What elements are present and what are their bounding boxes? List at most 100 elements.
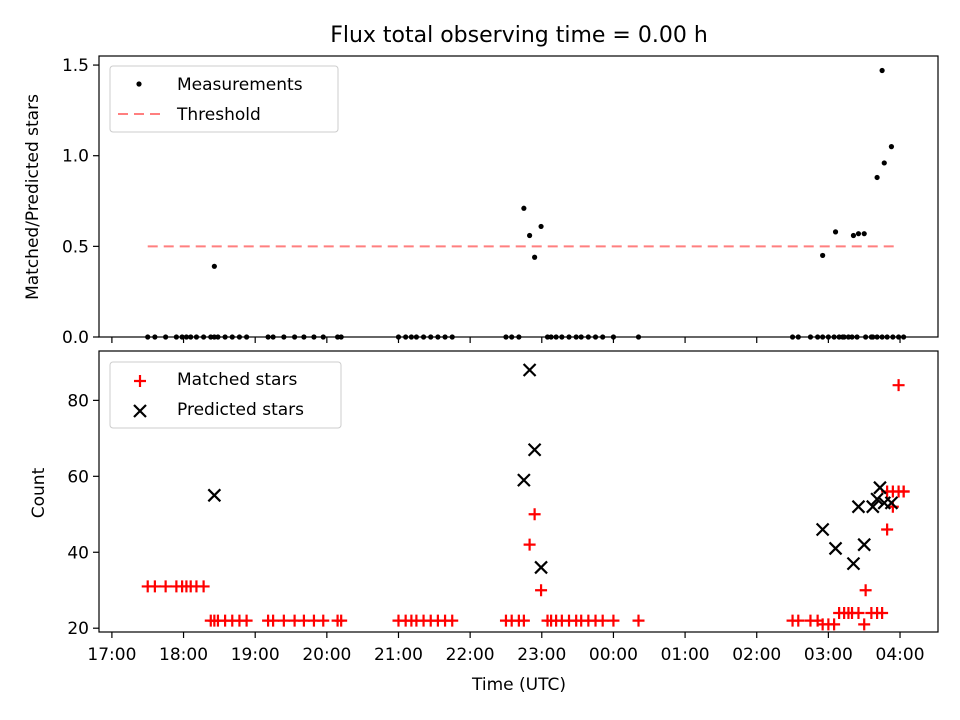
measurement-point (890, 334, 896, 340)
predicted-star-point (851, 499, 866, 514)
matched-star-point (897, 485, 910, 498)
predicted-star-point (846, 556, 861, 571)
measurement-point (832, 229, 839, 235)
measurement-point (211, 334, 217, 340)
matched-star-point (297, 614, 310, 627)
measurement-point (163, 334, 169, 340)
matched-star-point (528, 508, 541, 521)
measurement-point (435, 334, 441, 340)
x-tick-label: 01:00 (661, 645, 710, 665)
measurement-point (152, 334, 158, 340)
legend-label-matched: Matched stars (177, 370, 297, 390)
legend-label-predicted: Predicted stars (177, 400, 304, 420)
measurement-point (503, 334, 509, 340)
matched-star-point (632, 614, 645, 627)
measurement-point (449, 334, 455, 340)
measurement-point (281, 334, 287, 340)
predicted-star-point (534, 560, 548, 575)
measurement-point (183, 334, 190, 340)
measurement-point (854, 334, 860, 340)
measurement-point (600, 334, 606, 340)
measurement-point (585, 334, 591, 340)
measurement-point (573, 334, 579, 340)
measurement-point (532, 254, 538, 260)
y-tick-label: 20 (67, 619, 89, 639)
x-tick-label: 19:00 (231, 645, 280, 665)
panel-ratio-y-label: Matched/Predicted stars (23, 94, 43, 300)
measurement-point (311, 334, 317, 340)
measurement-point (874, 334, 880, 340)
panel-count-y-label: Count (29, 467, 49, 518)
y-tick-label: 80 (67, 391, 89, 411)
x-tick-label: 17:00 (87, 645, 136, 665)
measurement-point (592, 334, 599, 340)
measurement-point (874, 174, 880, 181)
matched-star-point (240, 614, 253, 627)
measurement-point (521, 205, 527, 211)
measurement-point (334, 334, 341, 340)
measurement-point (850, 232, 857, 239)
measurement-point (413, 334, 420, 340)
predicted-star-point (866, 499, 880, 514)
measurement-point (208, 334, 214, 340)
measurement-point (849, 334, 855, 340)
matched-star-point (828, 618, 841, 631)
measurement-point (559, 334, 565, 340)
predicted-star-point (207, 488, 222, 503)
measurement-point (789, 334, 796, 340)
measurement-point (884, 334, 890, 340)
predicted-star-point (527, 442, 542, 457)
measurement-point (895, 334, 902, 340)
predicted-star-point (522, 363, 537, 377)
matched-star-point (267, 614, 280, 627)
x-tick-label: 22:00 (446, 645, 495, 665)
matched-star-point (792, 614, 805, 627)
measurement-point (222, 334, 228, 340)
measurement-point (548, 334, 554, 340)
measurement-point (566, 334, 572, 340)
measurement-point (861, 231, 867, 237)
x-tick-label: 02:00 (732, 645, 781, 665)
measurement-point (544, 334, 551, 340)
matched-star-point (858, 618, 871, 631)
measurement-point (855, 231, 862, 237)
panel-count-y-ticks: 20 40 60 80 (67, 391, 99, 639)
measurement-point (442, 334, 448, 340)
matched-star-point (523, 538, 536, 551)
matched-star-point (876, 607, 889, 620)
measurement-point (428, 334, 434, 340)
panel-count: 20 40 60 80 17:00 18:00 19:00 20:00 21:00 22:00 2… (29, 350, 939, 695)
predicted-star-point (884, 496, 899, 510)
matched-star-point (859, 584, 872, 597)
x-tick-label: 04:00 (876, 645, 925, 665)
measurement-point (179, 334, 185, 340)
y-tick-label: 1.5 (62, 56, 89, 76)
measurement-point (825, 334, 831, 340)
measurement-point (211, 263, 217, 269)
measurement-point (188, 334, 194, 340)
measurement-point (840, 334, 846, 340)
measurement-point (291, 334, 298, 340)
measurement-point (403, 334, 409, 340)
legend-label-threshold: Threshold (176, 105, 261, 125)
matched-star-point (148, 580, 161, 593)
panel-count-legend: Matched stars Predicted stars (109, 361, 342, 429)
matched-star-point (852, 607, 865, 620)
measurement-point (863, 334, 869, 340)
predicted-star-point (517, 473, 531, 487)
predicted-star-point (870, 492, 884, 506)
measurement-point (338, 334, 344, 340)
measurement-point (420, 334, 427, 340)
measurement-point (301, 334, 307, 340)
matched-star-point (892, 379, 905, 392)
matched-star-point (596, 614, 609, 627)
measurement-point (243, 334, 250, 340)
chart-title: Flux total observing time = 0.00 h (330, 23, 708, 48)
y-tick-label: 1.0 (62, 147, 89, 167)
legend-box (109, 65, 339, 133)
matched-star-point (517, 614, 530, 627)
measurement-point (836, 334, 842, 340)
matched-star-point (881, 523, 894, 536)
y-tick-label: 0.5 (62, 237, 89, 257)
matched-star-point (535, 584, 548, 597)
